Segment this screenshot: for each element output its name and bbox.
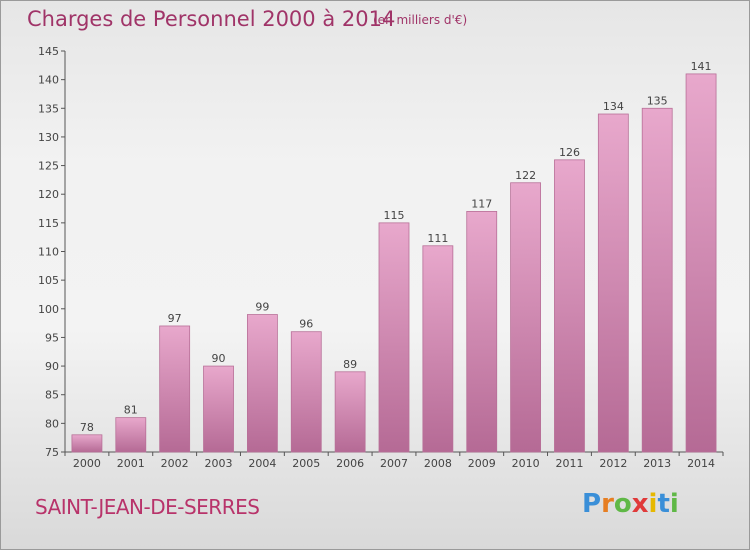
x-tick-label-2007: 2007	[380, 457, 408, 470]
y-tick-label: 100	[38, 303, 59, 316]
bar-2004	[246, 314, 278, 453]
y-tick-label: 80	[45, 417, 59, 430]
y-tick-label: 110	[38, 246, 59, 259]
bar-2006	[334, 371, 366, 453]
logo-letter: i	[648, 489, 658, 519]
data-label-2006: 89	[343, 358, 357, 371]
data-label-2008: 111	[427, 232, 448, 245]
data-label-2003: 90	[212, 352, 226, 365]
y-tick-label: 120	[38, 188, 59, 201]
x-tick-label-2006: 2006	[336, 457, 364, 470]
bar-2011	[554, 159, 585, 453]
x-tick-label-2013: 2013	[643, 457, 671, 470]
bar-2012	[597, 113, 629, 453]
y-tick-label: 125	[38, 160, 59, 173]
y-tick-label: 95	[45, 331, 59, 344]
bar-2003	[203, 365, 234, 453]
data-label-2012: 134	[603, 100, 624, 113]
commune-name: SAINT-JEAN-DE-SERRES	[35, 495, 260, 519]
y-tick-label: 130	[38, 131, 59, 144]
bar-2014	[685, 73, 717, 453]
logo-letter: o	[613, 489, 632, 519]
x-tick-label-2010: 2010	[512, 457, 540, 470]
x-tick-label-2001: 2001	[117, 457, 145, 470]
data-label-2014: 141	[691, 60, 712, 73]
y-tick-label: 140	[38, 74, 59, 87]
data-label-2009: 117	[471, 197, 492, 210]
bar-2009	[466, 210, 498, 453]
x-tick-label-2012: 2012	[599, 457, 627, 470]
data-label-2004: 99	[255, 301, 269, 314]
bar-2005	[290, 331, 322, 453]
y-tick-label: 75	[45, 446, 59, 459]
logo-letter: i	[669, 489, 679, 519]
logo-letter: t	[657, 489, 670, 519]
data-label-2011: 126	[559, 146, 580, 159]
chart-title: Charges de Personnel 2000 à 2014	[27, 7, 396, 31]
x-tick-label-2000: 2000	[73, 457, 101, 470]
logo-letter: P	[582, 489, 602, 519]
bar-2007	[378, 222, 410, 453]
bar-2002	[159, 325, 191, 453]
x-tick-label-2004: 2004	[248, 457, 276, 470]
y-tick-label: 145	[38, 45, 59, 58]
data-label-2002: 97	[168, 312, 182, 325]
data-label-2005: 96	[299, 318, 313, 331]
x-tick-label-2011: 2011	[555, 457, 583, 470]
data-label-2000: 78	[80, 421, 94, 434]
data-label-2013: 135	[647, 94, 668, 107]
y-tick-label: 105	[38, 274, 59, 287]
data-label-2010: 122	[515, 169, 536, 182]
logo-letter: r	[601, 489, 614, 519]
y-tick-label: 135	[38, 102, 59, 115]
bar-2000	[71, 434, 103, 453]
x-tick-label-2008: 2008	[424, 457, 452, 470]
logo-letter: x	[631, 489, 649, 519]
bar-2001	[115, 417, 147, 453]
x-tick-label-2005: 2005	[292, 457, 320, 470]
bar-2008	[422, 245, 454, 453]
y-tick-label: 90	[45, 360, 59, 373]
x-tick-label-2014: 2014	[687, 457, 715, 470]
bar-2010	[510, 182, 542, 453]
data-label-2007: 115	[384, 209, 405, 222]
y-tick-label: 115	[38, 217, 59, 230]
x-tick-label-2003: 2003	[205, 457, 233, 470]
proxiti-logo: Proxiti	[582, 489, 679, 519]
x-tick-label-2002: 2002	[161, 457, 189, 470]
y-tick-label: 85	[45, 389, 59, 402]
chart-subtitle: (en milliers d'€)	[373, 13, 468, 27]
x-tick-label-2009: 2009	[468, 457, 496, 470]
bar-2013	[641, 107, 673, 453]
data-label-2001: 81	[124, 404, 138, 417]
